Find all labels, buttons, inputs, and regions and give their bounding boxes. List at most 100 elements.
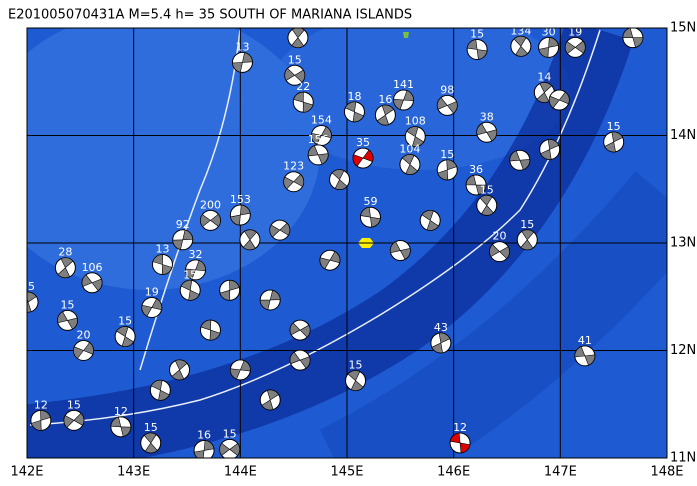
beachball-compression	[63, 412, 85, 428]
beachball-compression	[219, 442, 240, 456]
beachball-compression	[465, 174, 487, 195]
focal-mechanism	[393, 89, 415, 111]
depth-label: 153	[230, 193, 251, 206]
depth-label: 98	[440, 83, 454, 96]
depth-label: 28	[58, 246, 72, 259]
focal-mechanism	[399, 154, 421, 176]
focal-mechanism	[231, 51, 253, 73]
beachball-compression	[390, 241, 411, 260]
x-tick-label: 146E	[437, 465, 470, 480]
y-tick-label: 12N	[670, 343, 696, 358]
depth-label: 15	[61, 298, 75, 311]
beachball-compression	[230, 360, 251, 380]
depth-label: 38	[480, 110, 494, 123]
focal-mechanism	[229, 359, 251, 381]
beachball-compression	[489, 244, 510, 260]
beachball-compression	[185, 260, 206, 280]
x-tick-label: 143E	[117, 465, 150, 480]
focal-mechanism	[430, 332, 452, 354]
depth-label: 15	[520, 218, 534, 231]
focal-mechanism	[269, 219, 291, 241]
beachball-compression	[242, 229, 258, 251]
focal-mechanism	[329, 169, 351, 191]
beachball-compression	[604, 131, 624, 153]
beachball-compression	[307, 145, 329, 165]
focal-mechanism	[57, 309, 79, 331]
focal-mechanism	[169, 359, 191, 381]
focal-mechanism	[219, 279, 241, 301]
depth-label: 12	[34, 398, 48, 411]
beachball-compression	[437, 159, 458, 181]
depth-label: 13	[235, 40, 249, 53]
beachball-compression	[421, 210, 439, 231]
depth-label: 15	[349, 359, 363, 372]
focal-mechanism	[283, 171, 305, 193]
beachball-compression	[150, 379, 170, 401]
focal-mechanism	[352, 147, 374, 169]
beachball-compression	[331, 169, 348, 190]
depth-label: 15	[67, 398, 81, 411]
beachball-compression	[289, 351, 311, 369]
frame	[26, 27, 668, 459]
focal-mechanism	[548, 89, 570, 111]
beachball-compression	[538, 37, 559, 58]
focal-mechanism	[343, 101, 365, 123]
depth-label: 35	[356, 136, 370, 149]
beachball-compression	[437, 97, 458, 114]
depth-label: 20	[77, 329, 91, 342]
focal-mechanism	[110, 416, 132, 438]
x-tick-label: 144E	[224, 465, 257, 480]
depth-label: 19	[568, 25, 582, 38]
focal-mechanism	[449, 432, 471, 454]
depth-label: 106	[82, 261, 103, 274]
beachball-compression	[360, 206, 381, 228]
focal-mechanism	[564, 36, 586, 58]
x-tick-label: 148E	[650, 465, 683, 480]
beachball-compression	[73, 342, 94, 359]
focal-mechanism	[239, 229, 261, 251]
focal-mechanism	[185, 259, 207, 281]
focal-mechanism	[73, 340, 95, 361]
beachball-compression	[540, 139, 560, 160]
focal-mechanism	[81, 272, 103, 294]
depth-label: 141	[393, 78, 414, 91]
x-tick-label: 145E	[330, 465, 363, 480]
focal-mechanism	[489, 241, 511, 263]
beachball-compression	[376, 104, 395, 126]
y-tick-label: 14N	[670, 128, 696, 143]
beachball-compression	[565, 40, 586, 55]
depth-label: 200	[200, 198, 221, 211]
beachball-compression	[319, 251, 341, 270]
beachball-compression	[520, 229, 535, 251]
focal-mechanism	[289, 349, 311, 371]
beachball-compression	[143, 432, 158, 454]
depth-label: 134	[510, 24, 531, 37]
beachball-compression	[57, 311, 78, 330]
beachball-compression	[232, 52, 253, 73]
beachball-compression	[406, 126, 425, 147]
focal-mechanism	[359, 206, 381, 228]
beachball-compression	[171, 359, 188, 381]
depth-label: 92	[176, 218, 190, 231]
depth-label: 104	[399, 143, 420, 156]
focal-mechanism	[140, 432, 162, 454]
beachball-compression	[200, 213, 221, 228]
focal-mechanism	[466, 39, 488, 60]
depth-label: 13	[155, 243, 169, 256]
depth-label: 18	[347, 90, 361, 103]
beachball-compression	[81, 274, 103, 292]
map-title: E201005070431A M=5.4 h= 35 SOUTH OF MARI…	[8, 8, 412, 23]
focal-mechanism	[310, 125, 332, 146]
depth-label: 43	[434, 321, 448, 334]
focal-mechanism	[199, 319, 221, 341]
focal-mechanism	[319, 249, 341, 271]
beachball-compression	[172, 229, 194, 250]
beachball-compression	[449, 432, 471, 454]
depth-label: 12	[114, 405, 128, 418]
beachball-compression	[219, 279, 240, 301]
depth-label: 36	[469, 163, 483, 176]
beachball-compression	[291, 28, 305, 48]
depth-label: 32	[189, 248, 203, 261]
beachball-compression	[27, 291, 37, 313]
focal-mechanism	[27, 291, 39, 313]
